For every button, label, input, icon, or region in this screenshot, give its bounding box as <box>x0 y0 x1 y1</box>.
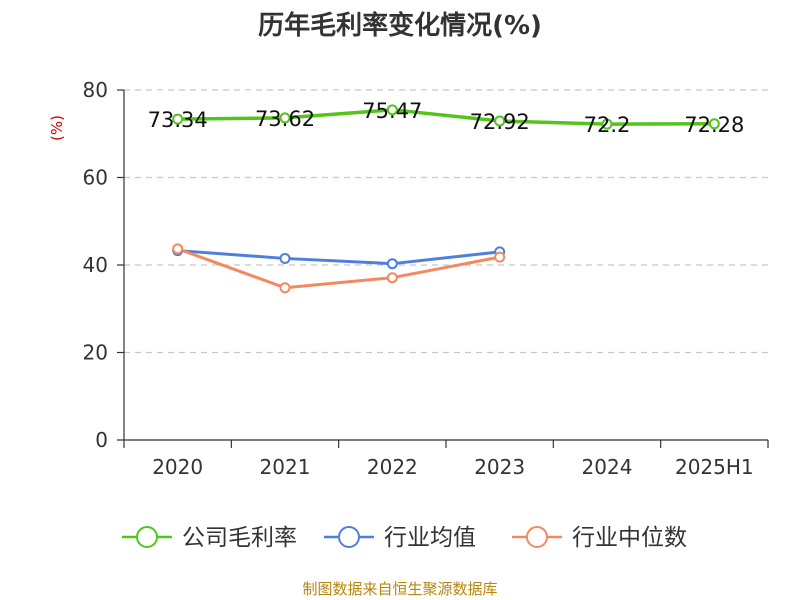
data-point <box>386 258 398 270</box>
legend-marker <box>136 526 158 548</box>
data-point <box>172 243 184 255</box>
legend-label: 公司毛利率 <box>182 525 297 551</box>
data-point <box>172 113 184 125</box>
data-point <box>494 251 506 263</box>
data-point <box>708 118 720 130</box>
series-line-1 <box>177 249 500 266</box>
axes <box>117 89 769 448</box>
y-tick-label: 80 <box>83 78 108 102</box>
legend-marker <box>526 526 548 548</box>
series-line-2 <box>177 247 500 290</box>
data-point <box>494 115 506 127</box>
x-tick-label: 2020 <box>152 455 203 479</box>
chart-title: 历年毛利率变化情况(%) <box>258 10 542 41</box>
data-label: 75.47 <box>362 99 422 123</box>
series-line-0 <box>177 108 715 126</box>
legend[interactable]: 公司毛利率 行业均值 行业中位数 <box>122 525 687 551</box>
y-axis-unit: (%) <box>48 115 66 141</box>
data-label: 72.92 <box>470 110 530 134</box>
y-tick-label: 0 <box>95 428 108 452</box>
legend-item[interactable]: 行业均值 <box>324 525 476 551</box>
x-tick-label: 2022 <box>367 455 418 479</box>
tick-labels: 0 20 40 60 80 2020 2021 2022 2023 2024 2025H1 <box>83 78 754 479</box>
data-point <box>279 112 291 124</box>
y-tick-label: 40 <box>83 253 108 277</box>
data-point <box>386 272 398 284</box>
data-point <box>279 252 291 264</box>
legend-item[interactable]: 公司毛利率 <box>122 525 297 551</box>
y-tick-label: 60 <box>83 166 108 190</box>
x-tick-label: 2024 <box>582 455 633 479</box>
legend-label: 行业中位数 <box>572 525 687 551</box>
x-tick-label: 2023 <box>474 455 525 479</box>
legend-label: 行业均值 <box>384 525 476 551</box>
data-label: 72.2 <box>584 113 631 137</box>
data-labels: 73.34 73.62 75.47 72.92 72.2 72.28 <box>148 99 745 137</box>
y-tick-label: 20 <box>83 341 108 365</box>
data-label: 73.34 <box>148 108 208 132</box>
data-source-note: 制图数据来自恒生聚源数据库 <box>302 580 497 598</box>
grid-lines <box>124 89 768 354</box>
data-point <box>279 282 291 294</box>
legend-marker <box>338 526 360 548</box>
data-point <box>386 104 398 116</box>
data-point <box>601 118 613 130</box>
x-tick-label: 2025H1 <box>675 455 754 479</box>
data-label: 72.28 <box>684 113 744 137</box>
data-label: 73.62 <box>255 107 315 131</box>
x-tick-label: 2021 <box>260 455 311 479</box>
data-points <box>172 104 720 294</box>
legend-item[interactable]: 行业中位数 <box>512 525 687 551</box>
series-lines <box>177 108 715 290</box>
